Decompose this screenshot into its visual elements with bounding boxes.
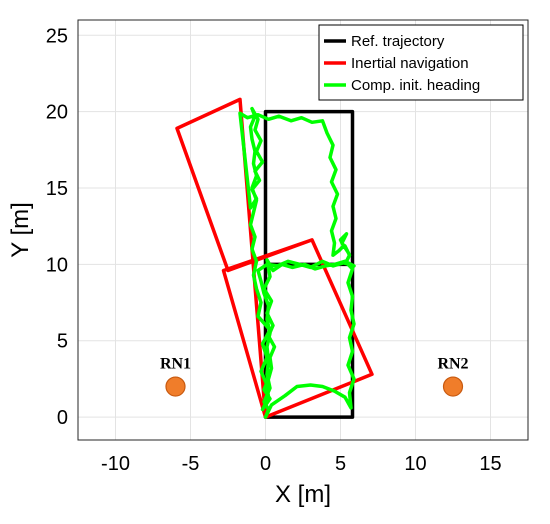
anchor-node-marker bbox=[442, 376, 464, 397]
annotation-layer: RN1 RN2 bbox=[160, 356, 469, 397]
legend-box bbox=[318, 24, 524, 101]
y-tick-label: 20 bbox=[46, 102, 68, 124]
legend-label: Inertial navigation bbox=[351, 55, 469, 72]
x-tick-label: -10 bbox=[101, 453, 130, 475]
anchor-node-marker bbox=[165, 376, 186, 397]
x-tick-label: 5 bbox=[335, 453, 346, 475]
x-tick-labels: -10 -5 0 5 10 15 bbox=[101, 453, 502, 475]
legend-label: Ref. trajectory bbox=[351, 33, 445, 50]
y-tick-label: 0 bbox=[57, 407, 68, 429]
x-axis-label: X [m] bbox=[275, 481, 331, 508]
plot-frame bbox=[77, 19, 529, 441]
x-tick-label: 15 bbox=[479, 453, 501, 475]
y-tick-labels: 0 5 10 15 20 25 bbox=[46, 25, 68, 429]
x-tick-label: 10 bbox=[404, 453, 426, 475]
y-tick-label: 5 bbox=[57, 331, 68, 353]
y-axis-label: Y [m] bbox=[7, 202, 34, 258]
anchor-node-label: RN2 bbox=[437, 356, 468, 373]
anchor-node-label: RN1 bbox=[160, 356, 191, 373]
y-tick-label: 25 bbox=[46, 25, 68, 47]
y-tick-label: 10 bbox=[46, 254, 68, 276]
x-tick-label: 0 bbox=[260, 453, 271, 475]
series-line-3 bbox=[238, 106, 356, 419]
legend-label: Comp. init. heading bbox=[351, 77, 480, 94]
legend: Ref. trajectory Inertial navigation Comp. … bbox=[318, 24, 524, 101]
x-tick-label: -5 bbox=[182, 453, 200, 475]
y-tick-label: 15 bbox=[46, 178, 68, 200]
series-layer bbox=[175, 97, 374, 419]
